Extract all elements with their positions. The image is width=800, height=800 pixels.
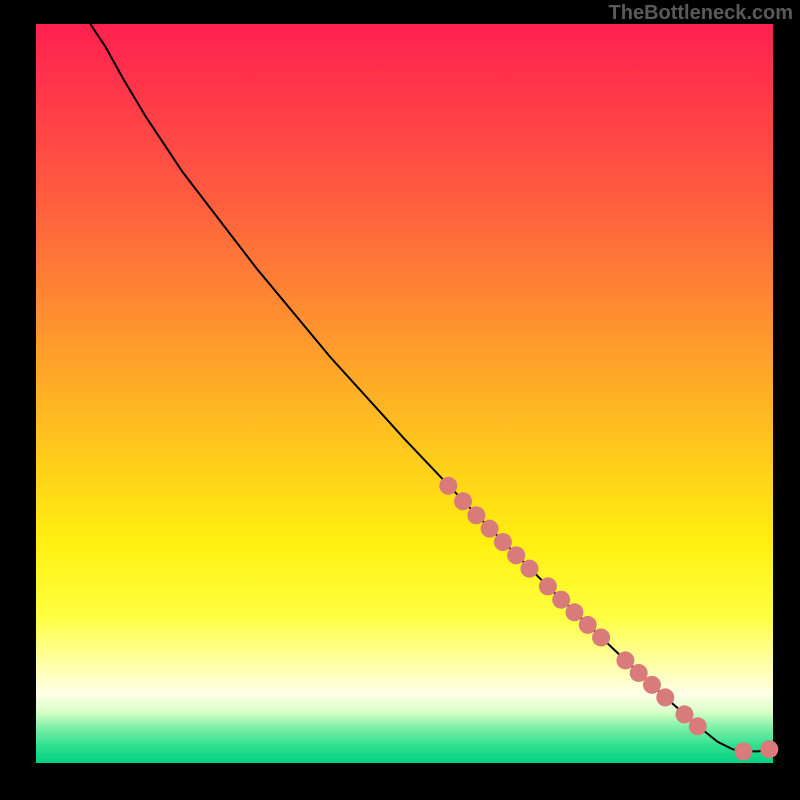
data-marker xyxy=(467,506,485,524)
data-marker xyxy=(481,520,499,538)
data-marker xyxy=(616,651,634,669)
data-marker xyxy=(439,477,457,495)
data-marker xyxy=(565,603,583,621)
data-marker xyxy=(760,740,778,758)
data-marker xyxy=(507,546,525,564)
bottleneck-chart: TheBottleneck.com xyxy=(0,0,800,800)
data-marker xyxy=(656,688,674,706)
attribution-text: TheBottleneck.com xyxy=(609,2,793,24)
data-marker xyxy=(552,591,570,609)
data-marker xyxy=(592,628,610,646)
data-marker xyxy=(734,742,752,760)
data-marker xyxy=(494,533,512,551)
data-marker xyxy=(454,492,472,510)
data-marker xyxy=(579,616,597,634)
plot-background xyxy=(35,24,773,764)
data-marker xyxy=(520,560,538,578)
data-marker xyxy=(689,717,707,735)
data-marker xyxy=(539,577,557,595)
data-marker xyxy=(643,676,661,694)
